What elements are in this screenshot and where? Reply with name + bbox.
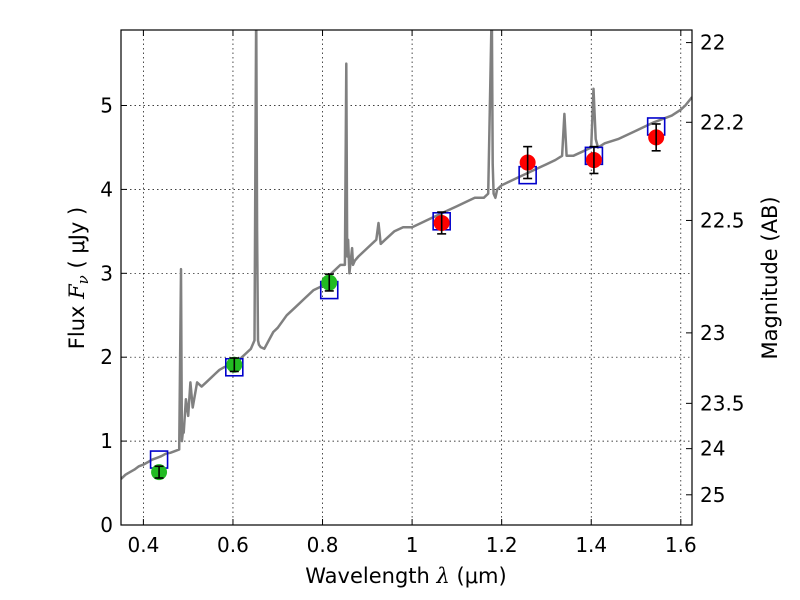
x-axis-title: Wavelength λ (μm)	[305, 564, 506, 588]
model-band-fluxes	[149, 117, 666, 469]
y-tick-label: 2	[100, 345, 113, 369]
y2-tick-label: 23.5	[700, 391, 745, 415]
y-tick-label: 1	[100, 429, 113, 453]
y-tick-label: 5	[100, 94, 113, 118]
y2-tick-label: 22.5	[700, 208, 745, 232]
x-axis-title-unit: (μm)	[450, 564, 507, 588]
y-axis-title-unit: ( μJy )	[65, 207, 89, 275]
y-tick-label: 0	[100, 513, 113, 537]
x-axis-title-symbol: λ	[436, 564, 450, 588]
x-tick-label: 1.6	[665, 533, 697, 557]
y2-tick-label: 22.2	[700, 110, 745, 134]
y2-axis-title: Magnitude (AB)	[758, 196, 782, 359]
spectrum-layer	[121, 30, 692, 480]
y-tick-label: 4	[100, 177, 113, 201]
y-axis-title-prefix: Flux	[65, 299, 89, 349]
y-axis-title-subscript: ν	[74, 275, 92, 284]
x-tick-label: 0.4	[127, 533, 159, 557]
tick-labels: 0.4 0.6 0.8 1 1.2 1.4 1.60123452222.222.52323.…	[100, 31, 744, 557]
x-axis-title-prefix: Wavelength	[305, 564, 436, 588]
y-axis-title: Flux Fν ( μJy )	[65, 207, 92, 349]
observed-points	[151, 123, 665, 481]
grid-lines	[121, 30, 692, 525]
axis-ticks	[121, 30, 692, 526]
x-tick-label: 0.6	[217, 533, 249, 557]
spectrum-line	[121, 30, 692, 480]
x-tick-label: 1.2	[486, 533, 518, 557]
x-tick-label: 1.4	[575, 533, 607, 557]
plot-frame	[120, 29, 693, 526]
y2-tick-label: 25	[700, 483, 725, 507]
y2-tick-label: 24	[700, 437, 725, 461]
y-axis-title-symbol: F	[65, 283, 89, 300]
x-tick-label: 1	[406, 533, 419, 557]
x-tick-label: 0.8	[307, 533, 339, 557]
y2-tick-label: 23	[700, 321, 725, 345]
y2-tick-label: 22	[700, 31, 725, 55]
y-tick-label: 3	[100, 261, 113, 285]
